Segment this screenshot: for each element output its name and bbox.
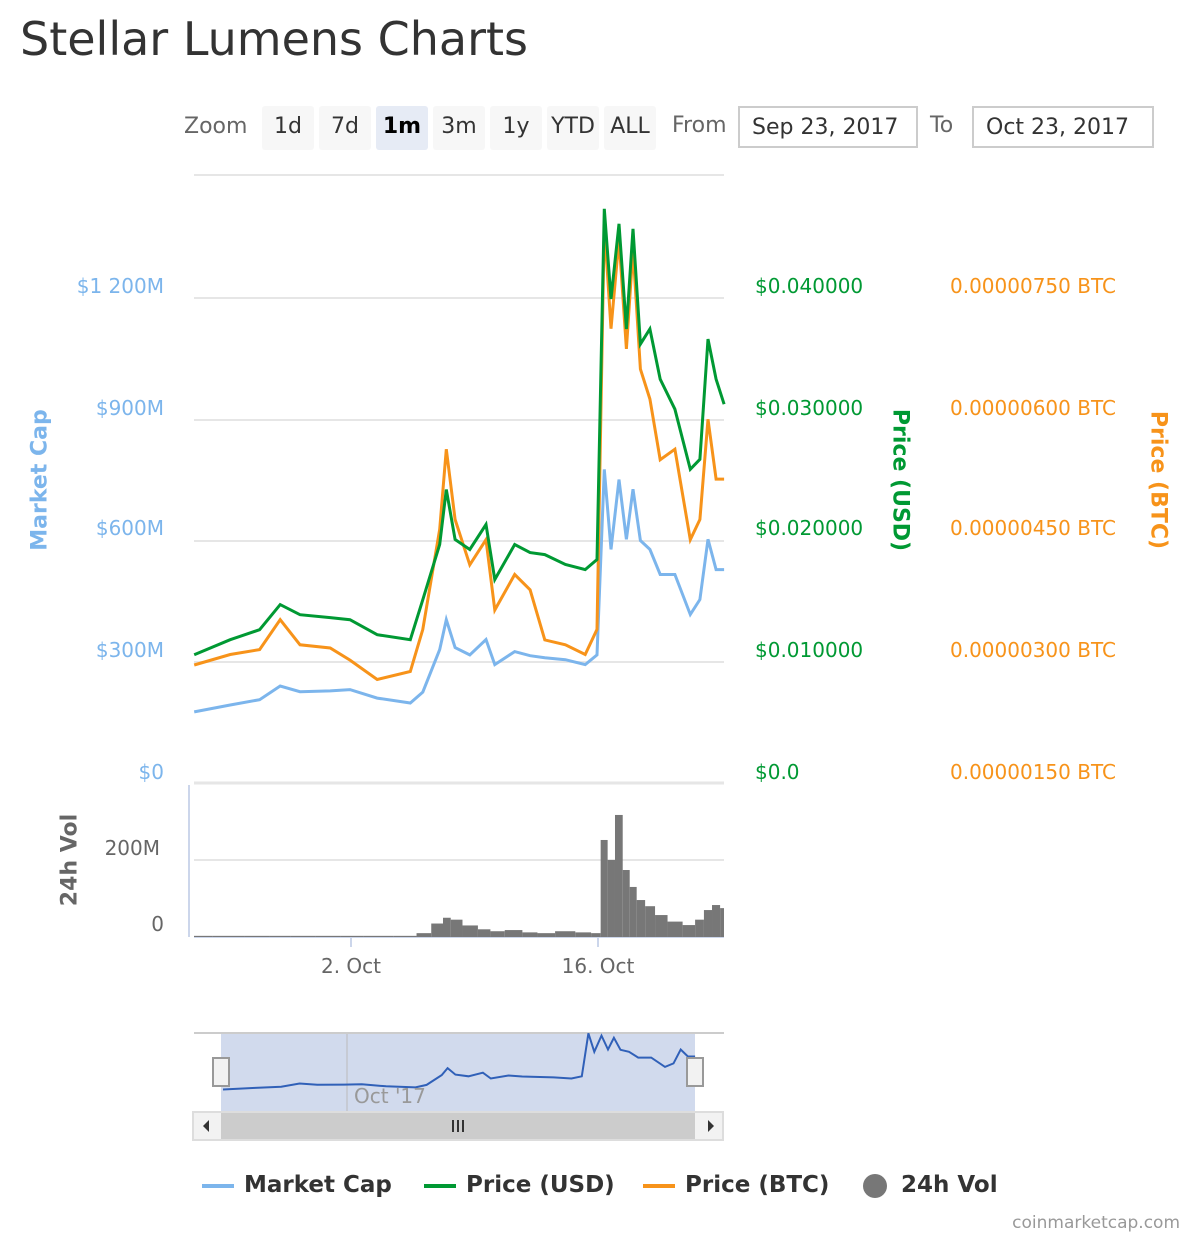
to-label: To <box>930 113 954 138</box>
volume-bar <box>490 931 505 937</box>
volume-bar <box>600 839 608 937</box>
volume-bar <box>477 929 491 937</box>
volume-bar <box>575 932 592 937</box>
volume-bar <box>591 933 601 937</box>
market-cap-tick: $0 <box>138 760 164 784</box>
navigator-series-line <box>222 1032 696 1091</box>
legend-label: Market Cap <box>244 1172 392 1198</box>
from-date-input[interactable]: Sep 23, 2017 <box>738 106 918 148</box>
price-btc-tick: 0.00000300 BTC <box>950 638 1116 662</box>
volume-bar <box>645 906 656 937</box>
volume-bar <box>703 910 713 937</box>
zoom-ytd-button[interactable]: YTD <box>547 106 599 150</box>
price-btc-line <box>193 223 725 682</box>
volume-bars <box>194 814 724 937</box>
volume-bar <box>522 932 538 937</box>
zoom-1y-button[interactable]: 1y <box>490 106 542 150</box>
volume-bar <box>290 935 316 937</box>
volume-bar <box>340 935 364 937</box>
legend-symbol <box>643 1183 675 1188</box>
price-btc-tick: 0.00000150 BTC <box>950 760 1116 784</box>
volume-bar <box>315 935 341 937</box>
volume-bar <box>244 935 270 937</box>
volume-bar <box>443 917 451 937</box>
volume-bar <box>636 900 646 937</box>
navigator-label: Oct '17 <box>354 1084 426 1108</box>
scrollbar-grip-icon <box>452 1120 464 1132</box>
price-btc-tick: 0.00000750 BTC <box>950 274 1116 298</box>
to-date-input[interactable]: Oct 23, 2017 <box>972 106 1154 148</box>
volume-bar <box>607 860 615 937</box>
zoom-1m-button[interactable]: 1m <box>376 106 428 150</box>
price-usd-tick: $0.030000 <box>755 396 864 420</box>
legend-24h-vol[interactable]: 24h Vol <box>863 1172 998 1198</box>
price-usd-line <box>193 208 726 657</box>
zoom-7d-button[interactable]: 7d <box>319 106 371 150</box>
price-usd-tick: $0.010000 <box>755 638 864 662</box>
navigator[interactable] <box>192 1032 724 1141</box>
volume-bar <box>614 814 623 937</box>
volume-bar <box>269 935 291 937</box>
volume-bar <box>450 919 463 937</box>
credits-link[interactable]: coinmarketcap.com <box>1012 1213 1180 1233</box>
scroll-left-arrow-icon[interactable] <box>203 1120 209 1132</box>
price-btc-tick: 0.00000600 BTC <box>950 396 1116 420</box>
volume-bar <box>416 933 432 937</box>
volume-bar <box>695 919 704 937</box>
price-btc-tick: 0.00000450 BTC <box>950 516 1116 540</box>
zoom-1d-button[interactable]: 1d <box>262 106 314 150</box>
zoom-all-button[interactable]: ALL <box>604 106 656 150</box>
legend-symbol <box>424 1183 456 1188</box>
legend-label: Price (USD) <box>466 1172 615 1198</box>
volume-bar <box>682 925 696 937</box>
legend-label: Price (BTC) <box>685 1172 830 1198</box>
price-usd-tick: $0.020000 <box>755 516 864 540</box>
volume-bar <box>712 905 721 937</box>
volume-bar <box>555 931 576 937</box>
volume-bar <box>462 925 478 937</box>
volume-bar <box>629 886 637 937</box>
volume-bar <box>720 908 724 937</box>
navigator-right-handle[interactable] <box>686 1057 704 1087</box>
legend-symbol <box>863 1173 887 1198</box>
volume-bar <box>363 935 394 937</box>
zoom-3m-button[interactable]: 3m <box>433 106 485 150</box>
volume-bar <box>655 915 668 937</box>
legend-market-cap[interactable]: Market Cap <box>202 1172 392 1198</box>
x-tick-2-oct: 2. Oct <box>320 954 382 978</box>
market-cap-tick: $900M <box>95 396 164 420</box>
price-usd-tick: $0.0 <box>755 760 800 784</box>
legend-symbol <box>202 1183 234 1188</box>
price-usd-tick: $0.040000 <box>755 274 864 298</box>
market-cap-tick: $600M <box>95 516 164 540</box>
navigator-left-handle[interactable] <box>212 1057 230 1087</box>
from-label: From <box>672 113 727 138</box>
legend-price-usd[interactable]: Price (USD) <box>424 1172 615 1198</box>
legend-price-btc[interactable]: Price (BTC) <box>643 1172 829 1198</box>
volume-tick-200m: 200M <box>104 836 160 860</box>
scroll-right-arrow-icon[interactable] <box>708 1120 714 1132</box>
market-cap-tick: $300M <box>95 638 164 662</box>
market-cap-line <box>193 469 725 714</box>
grid-lines <box>188 174 724 947</box>
market-cap-tick: $1 200M <box>76 274 164 298</box>
volume-bar <box>504 930 523 937</box>
volume-bar <box>194 935 213 937</box>
navigator-selected-range[interactable] <box>221 1034 695 1112</box>
volume-bar <box>212 935 245 937</box>
zoom-label: Zoom <box>184 114 248 139</box>
volume-bar <box>393 935 417 937</box>
volume-bar <box>431 923 444 937</box>
volume-bar <box>537 933 556 937</box>
volume-tick-0: 0 <box>151 912 164 936</box>
page-title: Stellar Lumens Charts <box>20 12 529 66</box>
volume-bar <box>667 921 683 937</box>
legend-label: 24h Vol <box>901 1172 998 1198</box>
x-tick-16-oct: 16. Oct <box>561 954 635 978</box>
volume-bar <box>622 870 630 937</box>
